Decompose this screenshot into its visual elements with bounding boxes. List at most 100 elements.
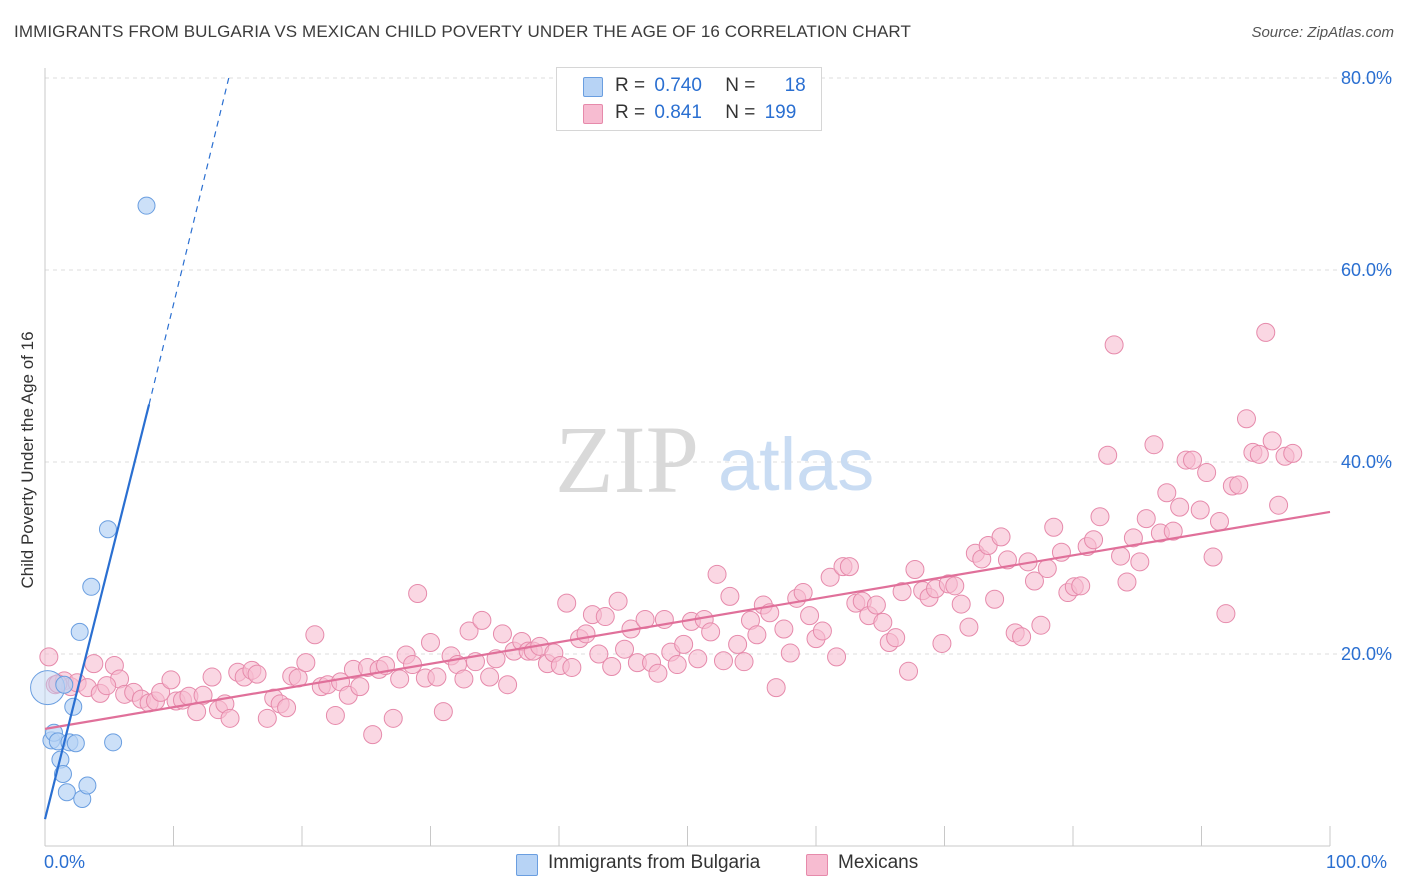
mexicans-point [403,655,423,675]
mexicans-point [433,702,453,722]
mexicans-point [892,582,912,602]
mexicans-point [1190,500,1210,520]
mexicans-point [615,639,635,659]
x-tick-label-min: 0.0% [44,852,86,872]
bulgaria-point [70,622,89,641]
mexicans-point [1098,445,1118,465]
bulgaria-point [55,675,74,694]
mexicans-point [1111,546,1131,566]
mexicans-point [839,557,859,577]
mexicans-point [557,593,577,613]
mexicans-point [734,652,754,672]
mexicans-point [576,624,596,644]
mexicans-point [480,667,500,687]
source-label: Source: ZipAtlas.com [1251,24,1394,41]
mexicans-point [991,527,1011,547]
trend-lines [43,77,1331,820]
y-tick-label: 20.0% [1341,644,1392,664]
mexicans-point [325,705,345,725]
correlation-legend: R = 0.740 N = 18 R = 0.841 N = 199 [556,67,822,131]
bulgaria-point [137,196,156,215]
mexicans-point [595,607,615,627]
mexicans-point [1024,571,1044,591]
mexicans-point [161,670,181,690]
legend-swatch-mexicans [583,104,603,124]
mexicans-point [1209,512,1229,532]
bulgaria-point [98,520,117,539]
mexicans-point [1170,497,1190,517]
watermark: ZIP atlas [555,406,874,513]
mexicans-point [1249,444,1269,464]
mexicans-point [945,576,965,596]
mexicans-point [390,669,410,689]
watermark-atlas: atlas [718,423,874,506]
mexicans-point [707,564,727,584]
mexicans-point [193,685,213,705]
mexicans-point [1037,559,1057,579]
legend-swatch-bulgaria [583,77,603,97]
y-tick-label: 60.0% [1341,260,1392,280]
mexicans-point [350,677,370,697]
mexicans-point [427,667,447,687]
mexicans-point [472,610,492,630]
mexicans-point [1123,528,1143,548]
mexicans-point [1229,475,1249,495]
bulgaria-point [104,733,123,752]
bulgaria-point [82,577,101,596]
mexicans-point [608,591,628,611]
mexicans-point [1044,517,1064,537]
n-label: N = [725,75,756,96]
y-tick-labels: 20.0% 40.0% 60.0% 80.0% [1341,68,1392,664]
series-swatch-mexicans [806,854,828,876]
mexicans-point [1104,335,1124,355]
mexicans-point [720,586,740,606]
mexicans-point [674,634,694,654]
legend-text-bulgaria: R = 0.740 N = 18 [615,75,806,97]
mexicans-point [383,708,403,728]
mexicans-point [728,634,748,654]
mexicans-point [1084,530,1104,550]
r-value-bulgaria: 0.740 [654,75,702,96]
mexicans-point [1216,604,1236,624]
mexicans-point [363,725,383,745]
mexicans-point [1090,507,1110,527]
y-tick-label: 80.0% [1341,68,1392,88]
mexicans-point [492,624,512,644]
mexicans-point [1071,576,1091,596]
mexicans-point [1130,552,1150,572]
series-label-bulgaria: Immigrants from Bulgaria [548,852,761,873]
mexicans-point [1117,572,1137,592]
mexicans-point [713,651,733,671]
mexicans-point [1031,615,1051,635]
mexicans-point [202,667,222,687]
mexicans-point [827,647,847,667]
bulgaria-point [53,765,72,783]
mexicans-point [39,647,59,667]
r-label: R = [615,102,646,123]
mexicans-point [1262,431,1282,451]
mexicans-point [747,625,767,645]
bulgaria-point [66,734,85,753]
mexicans-point [151,682,171,702]
mexicans-point [1236,409,1256,429]
mexicans-point [602,656,622,676]
mexicans-point [305,625,325,645]
mexicans-point [1203,547,1223,567]
mexicans-point [648,663,668,683]
mexicans-point [247,664,267,684]
mexicans-point [1283,443,1303,463]
mexicans-point [454,669,474,689]
mexicans-point [667,655,687,675]
mexicans-point [459,621,479,641]
watermark-zip: ZIP [555,406,699,513]
mexicans-point [1197,463,1217,483]
mexicans-point [873,612,893,632]
mexicans-point [1269,495,1289,515]
r-value-mexicans: 0.841 [654,102,702,123]
mexicans-point [951,594,971,614]
mexicans-point [820,567,840,587]
bulgaria-points [30,196,156,808]
mexicans-point [589,644,609,664]
mexicans-point [421,632,440,652]
bulgaria-trend-line [43,404,151,820]
